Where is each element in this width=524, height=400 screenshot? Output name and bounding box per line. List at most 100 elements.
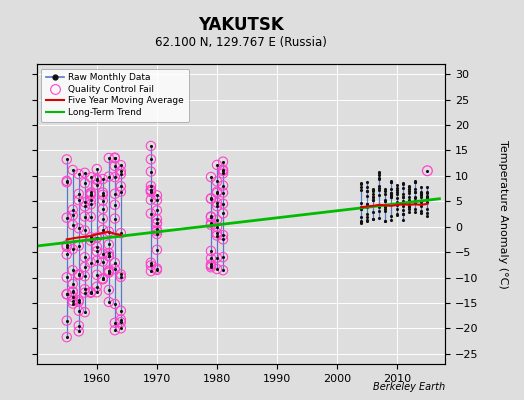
Point [62, 291, 71, 297]
Point [381, 186, 389, 192]
Point [86, 190, 95, 197]
Point [152, 192, 161, 198]
Point [147, 168, 155, 175]
Point [219, 170, 227, 177]
Point [117, 162, 125, 168]
Point [93, 176, 101, 182]
Point [357, 186, 365, 193]
Point [93, 166, 101, 172]
Point [99, 258, 107, 265]
Point [381, 198, 389, 204]
Point [411, 200, 420, 206]
Point [117, 308, 125, 314]
Point [369, 196, 377, 203]
Point [387, 179, 396, 186]
Point [111, 320, 119, 326]
Point [69, 298, 77, 304]
Point [74, 191, 83, 197]
Point [213, 162, 221, 168]
Point [111, 174, 119, 180]
Point [405, 183, 413, 190]
Point [369, 191, 377, 197]
Point [219, 158, 227, 165]
Point [74, 299, 83, 305]
Point [74, 271, 83, 278]
Point [387, 189, 396, 196]
Point [117, 308, 125, 314]
Point [117, 188, 125, 195]
Point [363, 218, 372, 224]
Point [417, 192, 425, 198]
Point [81, 264, 89, 270]
Point [105, 268, 113, 275]
Point [74, 299, 83, 305]
Point [357, 200, 365, 206]
Point [423, 189, 432, 196]
Point [357, 180, 365, 186]
Point [147, 183, 155, 189]
Point [207, 222, 215, 228]
Point [111, 174, 119, 180]
Point [375, 215, 384, 221]
Point [399, 210, 408, 217]
Point [81, 180, 89, 186]
Point [99, 276, 107, 282]
Point [219, 166, 227, 173]
Point [69, 222, 77, 228]
Point [99, 275, 107, 282]
Point [207, 262, 215, 269]
Point [86, 289, 95, 295]
Point [213, 232, 221, 239]
Point [152, 231, 161, 237]
Point [152, 220, 161, 226]
Point [99, 189, 107, 196]
Point [93, 258, 101, 264]
Point [423, 190, 432, 197]
Point [207, 213, 215, 220]
Point [81, 227, 89, 234]
Point [111, 320, 119, 326]
Point [111, 163, 119, 169]
Point [423, 199, 432, 206]
Point [219, 236, 227, 242]
Point [423, 195, 432, 202]
Point [86, 201, 95, 208]
Point [213, 188, 221, 195]
Point [117, 274, 125, 280]
Point [111, 163, 119, 169]
Point [152, 220, 161, 226]
Point [62, 251, 71, 258]
Point [81, 180, 89, 186]
Point [105, 228, 113, 235]
Point [105, 253, 113, 259]
Point [81, 170, 89, 176]
Point [369, 194, 377, 200]
Point [86, 259, 95, 266]
Point [69, 298, 77, 304]
Point [74, 322, 83, 329]
Point [375, 176, 384, 182]
Point [381, 218, 389, 224]
Point [111, 266, 119, 272]
Point [369, 187, 377, 194]
Point [219, 232, 227, 238]
Point [93, 248, 101, 254]
Point [152, 207, 161, 214]
Point [363, 179, 372, 186]
Point [93, 272, 101, 278]
Point [207, 222, 215, 228]
Point [69, 267, 77, 273]
Point [405, 185, 413, 192]
Point [207, 174, 215, 180]
Point [357, 220, 365, 226]
Point [369, 216, 377, 222]
Point [69, 294, 77, 300]
Point [399, 211, 408, 218]
Point [399, 185, 408, 192]
Point [393, 185, 401, 192]
Point [117, 162, 125, 168]
Point [62, 242, 71, 248]
Point [375, 192, 384, 198]
Point [62, 334, 71, 340]
Point [417, 203, 425, 209]
